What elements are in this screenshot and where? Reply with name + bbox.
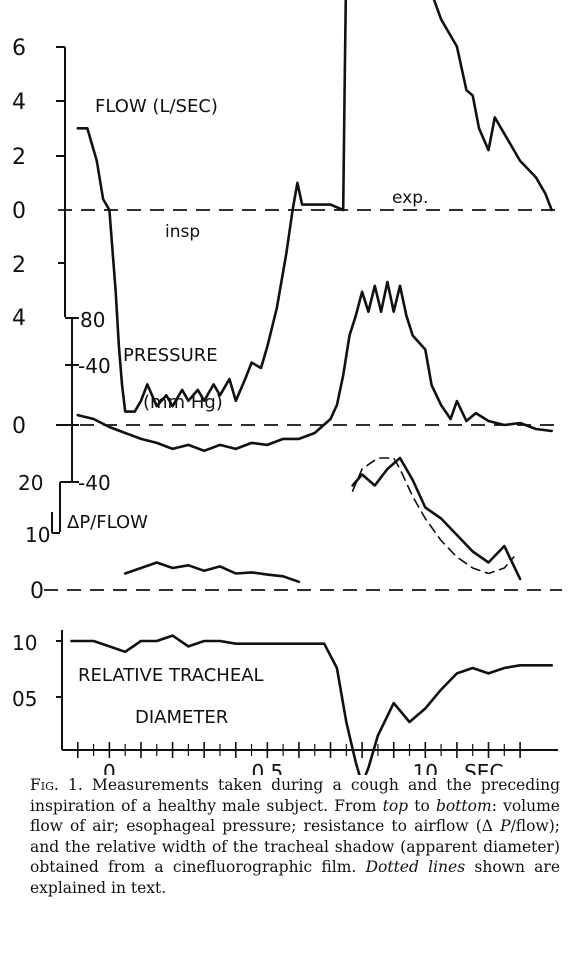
flow-tick-label-4: 4 <box>12 90 26 115</box>
pressure-tick-label-40: -40 <box>78 354 111 378</box>
flow-tick-label-6: 6 <box>12 36 26 61</box>
caption-bottom: bottom <box>435 796 492 815</box>
flow-axis-title: FLOW (L/SEC) <box>95 96 218 117</box>
pressure-tick-label-80: 80 <box>80 308 105 332</box>
flow-tick-label-neg2: 2 <box>12 253 26 278</box>
flow-tick-label-neg4: 4 <box>12 306 26 331</box>
caption-text-3: /flow); and the relative width of the tr… <box>30 817 560 877</box>
caption-label: Fig. 1. <box>30 776 83 794</box>
resistance-dashed-series-3 <box>351 457 515 575</box>
caption-text-4: shown are explained in text. <box>30 858 560 897</box>
resistance-solid-series-2 <box>351 456 522 581</box>
pressure-axis-title: PRESSURE <box>123 345 218 366</box>
flow-tick-label-0: 0 <box>12 199 26 224</box>
resistance-tick-label-10: 10 <box>25 523 50 547</box>
caption-p: P <box>500 817 511 836</box>
caption-dotted: Dotted lines <box>365 858 466 877</box>
axes-layer <box>44 46 562 758</box>
insp-annotation: insp <box>165 222 200 242</box>
pressure-solid-series-1 <box>76 280 553 453</box>
diameter-solid-series-1 <box>70 634 553 775</box>
resistance-tick-label-20: 20 <box>18 471 43 495</box>
pressure-tick-label-neg40: -40 <box>78 471 111 495</box>
caption-text: Measurements taken during a cough and th… <box>30 776 561 815</box>
exp-annotation: exp. <box>392 188 428 208</box>
diameter-axis-title-line2: DIAMETER <box>135 707 228 728</box>
figure-caption: Fig. 1. Measurements taken during a coug… <box>30 775 560 899</box>
time-unit-label: SEC <box>464 760 503 775</box>
caption-to: to <box>408 796 436 815</box>
resistance-solid-series-1 <box>123 561 301 584</box>
pressure-tick-label-0: 0 <box>12 414 26 439</box>
diameter-tick-label-10: 10 <box>12 631 37 655</box>
flow-solid-series-1 <box>76 0 553 413</box>
time-tick-label-0: 0 <box>103 760 116 775</box>
resistance-axis-title: ΔP/FLOW <box>67 512 148 533</box>
flow-tick-label-2: 2 <box>12 145 26 170</box>
time-tick-label-05: 0.5 <box>251 760 283 775</box>
resistance-tick-label-0: 0 <box>30 579 44 604</box>
series-layer <box>70 0 553 775</box>
diameter-axis-title-line1: RELATIVE TRACHEAL <box>78 665 264 686</box>
caption-text-2: : volume flow of air; esophageal pressur… <box>30 796 560 836</box>
time-tick-label-10: 10 <box>413 760 438 775</box>
caption-top: top <box>382 796 409 815</box>
diameter-tick-label-05: 05 <box>12 687 37 711</box>
